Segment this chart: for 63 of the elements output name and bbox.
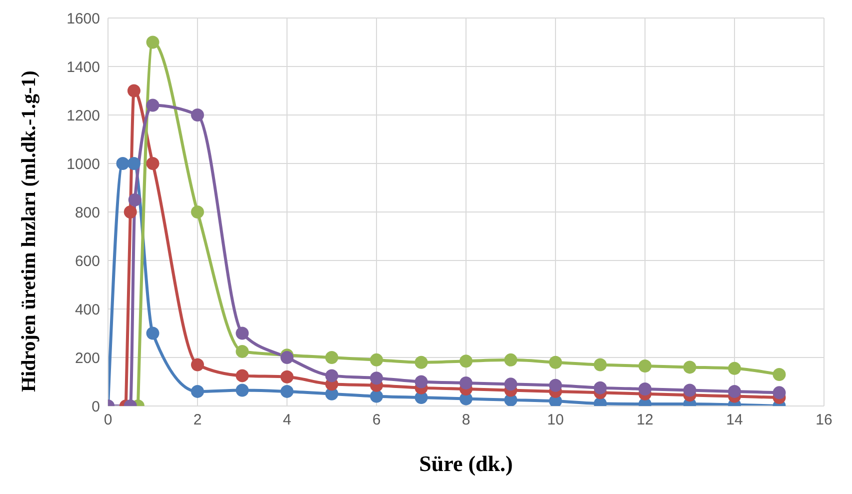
- point: [127, 84, 140, 98]
- y-tick-label: 600: [74, 252, 100, 270]
- point: [504, 353, 518, 366]
- x-tick-label: 6: [372, 412, 381, 429]
- point: [370, 372, 383, 385]
- point: [549, 378, 562, 392]
- point: [116, 157, 130, 170]
- point: [594, 358, 607, 372]
- x-tick-label: 8: [462, 412, 470, 429]
- point: [594, 381, 607, 394]
- point: [638, 382, 652, 396]
- point: [191, 358, 204, 372]
- y-tick-label: 200: [74, 350, 100, 367]
- y-tick-label: 1200: [66, 107, 100, 124]
- point: [236, 369, 249, 382]
- x-tick-label: 4: [282, 412, 292, 429]
- x-axis-title: Süre (dk.): [419, 451, 513, 476]
- y-tick-label: 1600: [66, 10, 100, 28]
- point: [236, 384, 249, 397]
- x-tick-label: 16: [816, 412, 832, 429]
- x-tick-label: 2: [193, 412, 202, 429]
- point: [146, 157, 160, 170]
- x-tick-label: 10: [547, 412, 564, 429]
- point: [683, 360, 696, 374]
- point: [460, 376, 472, 390]
- y-axis-title: Hidrojen üretim hızları (ml.dk.-1.g-1): [18, 70, 40, 392]
- point: [128, 193, 142, 206]
- x-tick-label: 0: [104, 412, 112, 429]
- y-tick-label: 400: [74, 301, 100, 318]
- point: [146, 326, 160, 340]
- point: [236, 326, 249, 340]
- point: [280, 370, 294, 384]
- point: [638, 359, 652, 372]
- point: [146, 98, 160, 112]
- point: [325, 351, 338, 364]
- point: [772, 386, 786, 400]
- point: [280, 384, 294, 398]
- point: [124, 206, 137, 218]
- point: [127, 157, 140, 170]
- point: [772, 368, 786, 381]
- y-tick-label: 0: [92, 398, 100, 416]
- point: [728, 384, 741, 398]
- point: [191, 206, 204, 218]
- point: [325, 369, 338, 382]
- point: [191, 108, 204, 122]
- point: [191, 384, 204, 398]
- point: [236, 344, 249, 358]
- point: [146, 36, 160, 49]
- point: [549, 356, 562, 369]
- x-tick-label: 14: [726, 412, 743, 429]
- point: [414, 375, 428, 388]
- point: [683, 384, 696, 397]
- x-tick-label: 12: [636, 412, 654, 429]
- y-tick-label: 1000: [66, 156, 100, 173]
- point: [460, 354, 472, 368]
- point: [280, 351, 294, 364]
- point: [728, 362, 741, 375]
- point: [414, 356, 428, 369]
- y-tick-label: 800: [74, 204, 100, 222]
- point: [370, 390, 383, 403]
- point: [504, 378, 518, 391]
- y-tick-label: 1400: [66, 58, 100, 76]
- point: [370, 353, 383, 366]
